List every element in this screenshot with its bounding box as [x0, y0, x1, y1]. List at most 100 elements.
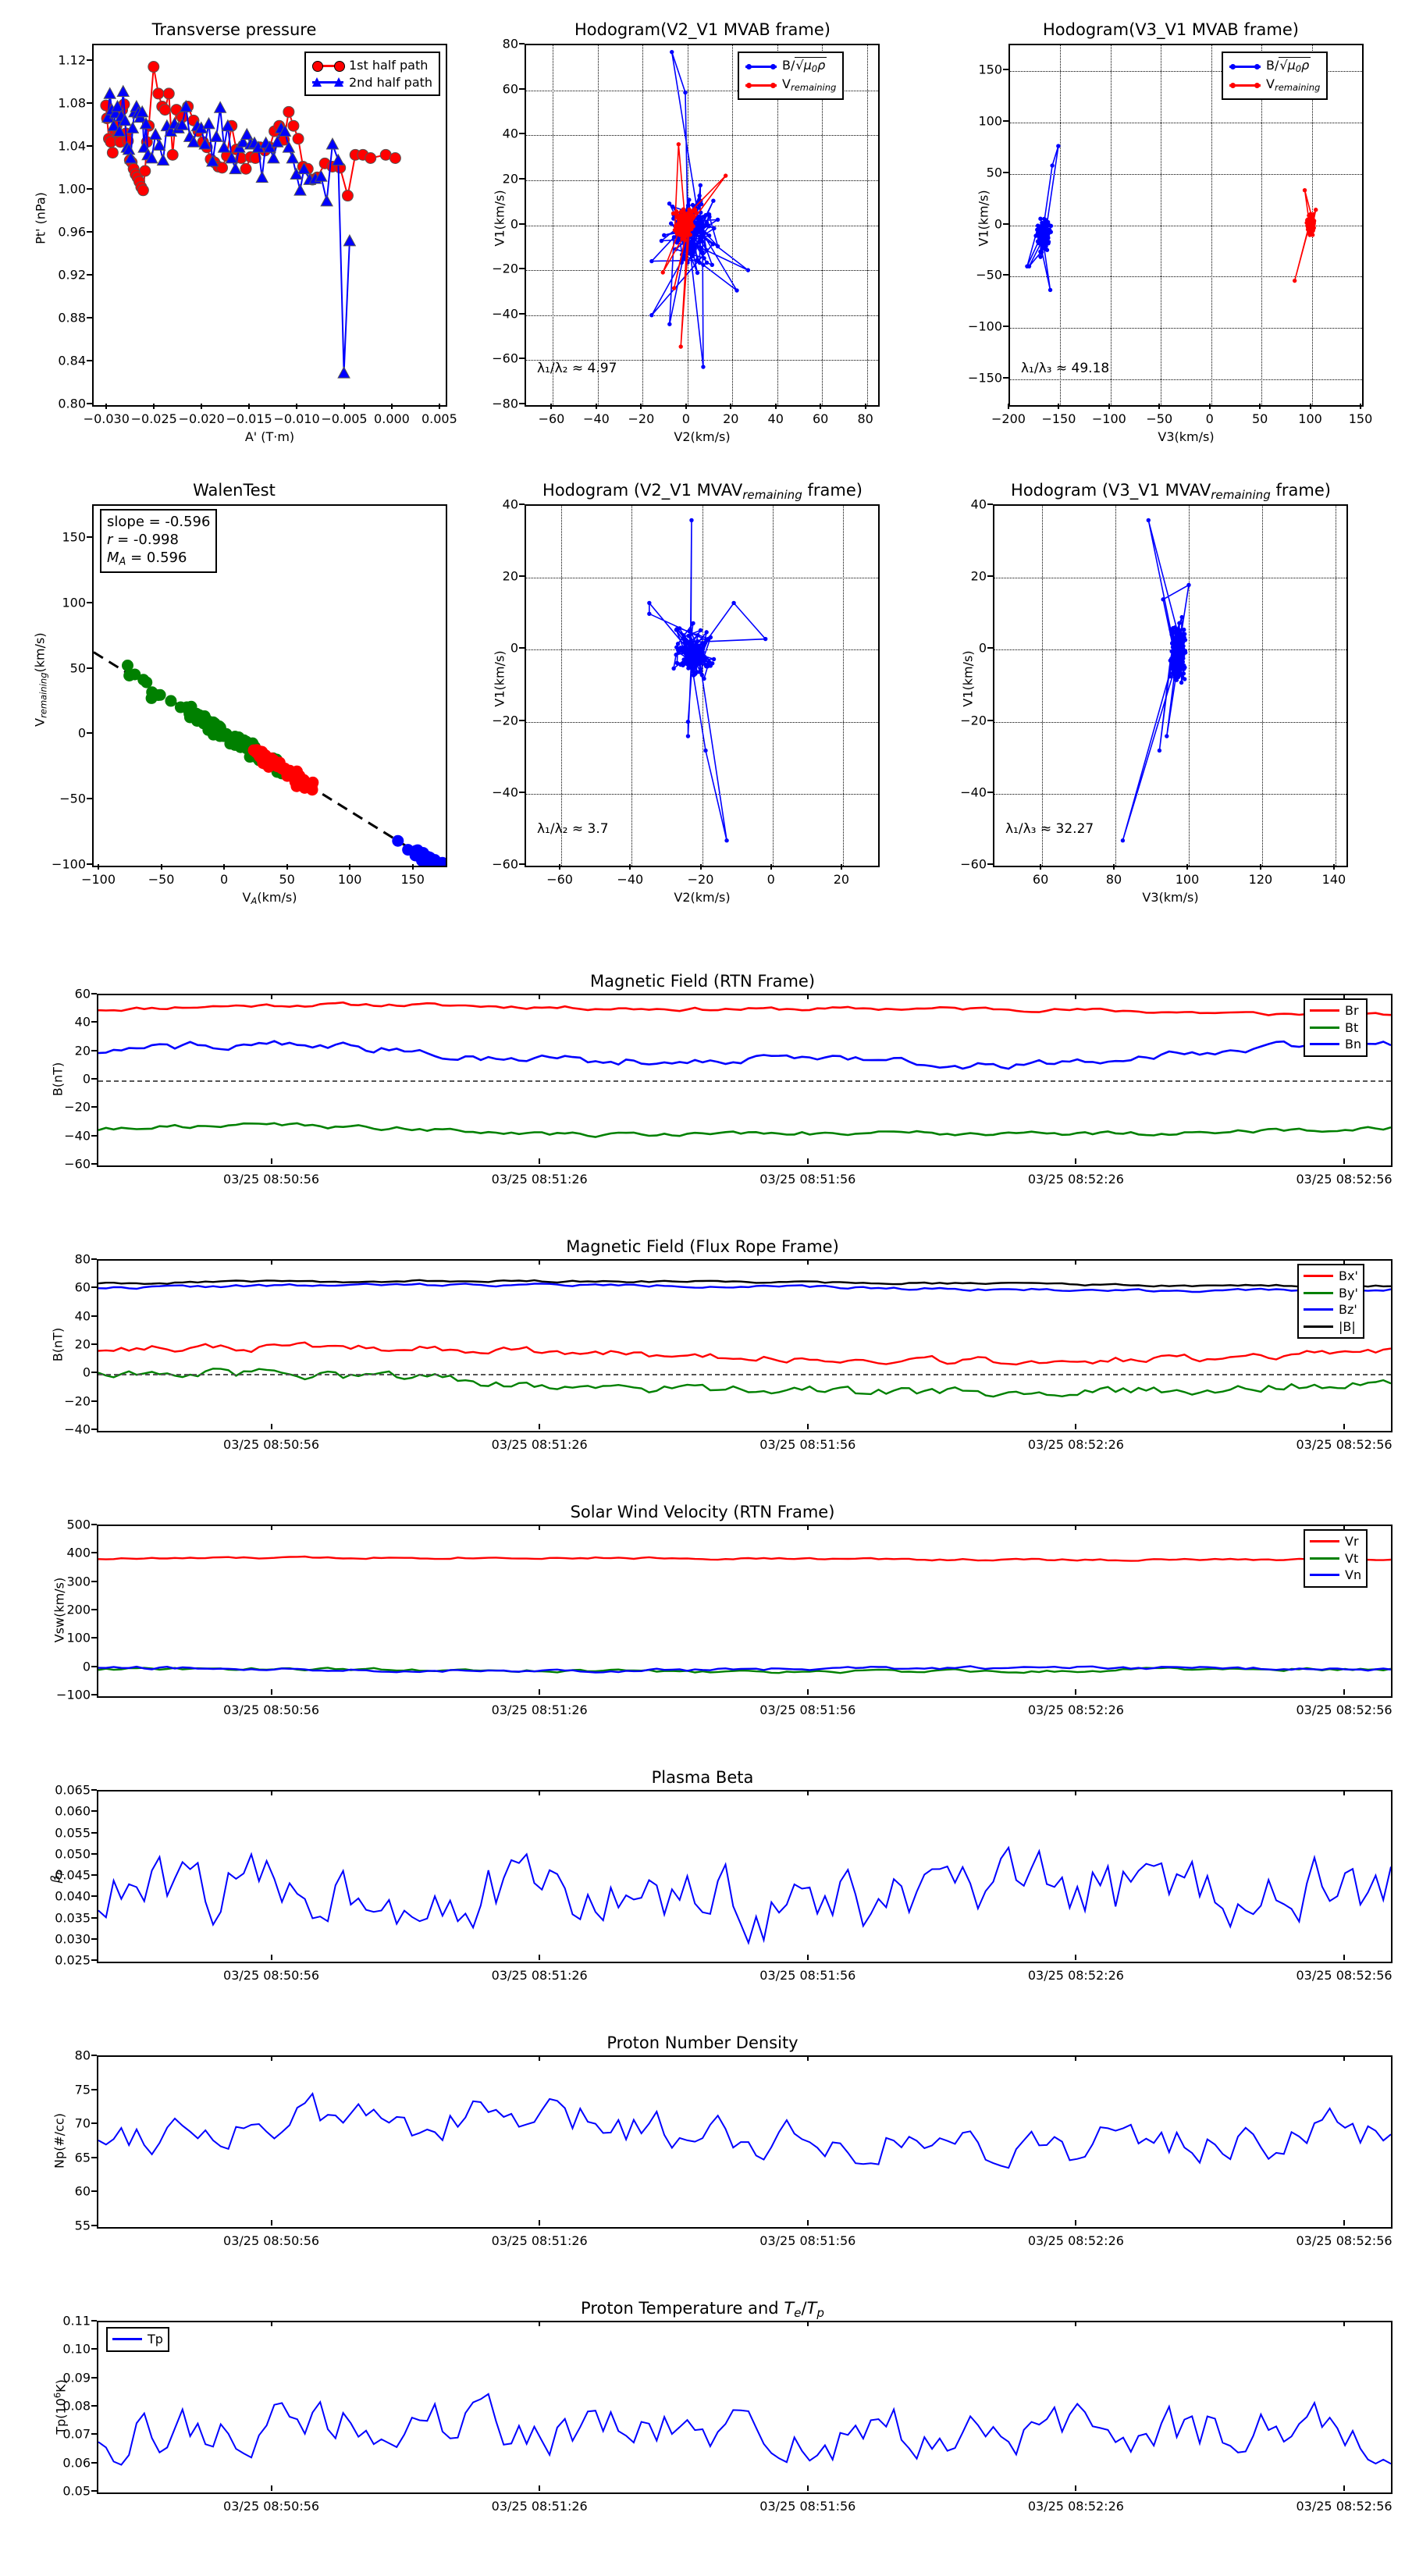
- gridline-horizontal: [1010, 328, 1362, 329]
- time-tick-mark: [270, 1689, 272, 1695]
- legend-item: Vn: [1310, 1567, 1361, 1584]
- x-tick-mark: [1158, 404, 1161, 409]
- y-tick-label: 150: [978, 62, 1002, 77]
- y-tick-mark: [91, 1021, 97, 1023]
- y-tick-label: 40: [502, 496, 518, 512]
- x-tick-mark: [1186, 864, 1188, 870]
- y-tick-label: 55: [74, 2218, 91, 2233]
- y-tick-label: 0.065: [55, 1782, 91, 1798]
- panel-hodogram-v2v1-mvab: Hodogram(V2_V1 MVAB frame) V1(km/s) V2(k…: [468, 8, 937, 445]
- y-tick-mark: [1003, 326, 1008, 328]
- y-tick-label: −40: [64, 1421, 91, 1437]
- y-tick-mark: [519, 403, 525, 404]
- time-tick-label: 03/25 08:51:56: [759, 1172, 856, 1187]
- y-tick-mark: [91, 1959, 97, 1961]
- time-tick-label: 03/25 08:52:26: [1027, 1703, 1124, 1717]
- y-tick-mark: [87, 59, 92, 61]
- time-tick-mark: [270, 1525, 272, 1530]
- time-tick-label: 03/25 08:52:56: [1296, 2233, 1393, 2248]
- legend-marker-dot: [745, 62, 777, 71]
- y-tick-label: 0.06: [62, 2455, 91, 2471]
- legend-item: Vremaining: [745, 76, 836, 94]
- y-tick-mark: [987, 647, 993, 649]
- y-tick-mark: [91, 2190, 97, 2193]
- y-tick-mark: [87, 359, 92, 361]
- y-tick-label: 0.060: [55, 1803, 91, 1819]
- time-tick-mark: [1343, 2485, 1346, 2491]
- y-tick-mark: [91, 1580, 97, 1582]
- y-tick-label: 0: [82, 1659, 91, 1674]
- y-tick-label: 0.92: [58, 267, 86, 283]
- legend-label: Vn: [1345, 1567, 1362, 1583]
- x-tick-label: 0.005: [421, 411, 457, 426]
- x-tick-label: 0: [681, 411, 690, 426]
- y-tick-label: 0: [82, 1071, 91, 1087]
- x-tick-label: −40: [617, 872, 644, 887]
- time-tick-label: 03/25 08:50:56: [223, 2499, 320, 2514]
- panel-title: Transverse pressure: [151, 20, 317, 39]
- y-tick-label: −60: [492, 856, 518, 872]
- y-tick-label: −80: [492, 396, 518, 411]
- x-tick-mark: [550, 404, 553, 409]
- gridline-horizontal: [526, 315, 878, 316]
- y-tick-mark: [519, 222, 525, 225]
- y-tick-label: −20: [492, 713, 518, 728]
- y-tick-label: 100: [62, 595, 86, 610]
- x-tick-label: 150: [1348, 411, 1373, 426]
- time-tick-mark: [1075, 1955, 1077, 1960]
- legend-swatch: [1304, 1308, 1333, 1311]
- x-tick-mark: [349, 864, 351, 870]
- y-tick-mark: [87, 732, 92, 735]
- time-tick-label: 03/25 08:52:26: [1027, 1437, 1124, 1452]
- plot-area: [97, 2321, 1393, 2494]
- legend-item: By': [1304, 1285, 1358, 1302]
- x-tick-label: −0.030: [83, 411, 130, 426]
- time-tick-label: 03/25 08:50:56: [223, 1703, 320, 1717]
- time-tick-mark: [1075, 1158, 1077, 1164]
- y-tick-label: 0.09: [62, 2370, 91, 2386]
- time-tick-label: 03/25 08:51:56: [759, 1437, 856, 1452]
- y-tick-mark: [91, 1852, 97, 1855]
- y-tick-mark: [91, 1315, 97, 1317]
- y-tick-mark: [91, 993, 97, 994]
- gridline-vertical: [1211, 45, 1212, 405]
- legend-label: By': [1339, 1285, 1358, 1300]
- legend-label: Bn: [1345, 1037, 1362, 1052]
- y-tick-label: 1.04: [58, 138, 86, 154]
- y-tick-label: 50: [986, 165, 1002, 180]
- time-tick-mark: [1343, 1689, 1346, 1695]
- y-tick-mark: [91, 1694, 97, 1695]
- x-tick-label: 120: [1248, 872, 1273, 887]
- y-tick-mark: [91, 1343, 97, 1345]
- gridline-vertical: [597, 45, 599, 405]
- legend: Vr Vt Vn: [1304, 1529, 1368, 1588]
- y-tick-mark: [87, 144, 92, 147]
- time-tick-mark: [1075, 2485, 1077, 2491]
- time-tick-label: 03/25 08:50:56: [223, 1172, 320, 1187]
- y-tick-label: 0.045: [55, 1867, 91, 1883]
- x-tick-mark: [730, 404, 732, 409]
- y-tick-label: 100: [66, 1630, 91, 1646]
- x-tick-label: 0: [1205, 411, 1214, 426]
- time-tick-mark: [539, 2321, 541, 2326]
- legend: Br Bt Bn: [1304, 998, 1368, 1057]
- x-tick-label: 50: [1251, 411, 1268, 426]
- x-tick-label: 20: [723, 411, 739, 426]
- x-tick-mark: [774, 404, 777, 409]
- legend-item: |B|: [1304, 1318, 1358, 1336]
- x-tick-label: −50: [148, 872, 175, 887]
- y-tick-label: 0.84: [58, 353, 86, 368]
- time-tick-mark: [806, 1790, 809, 1795]
- time-tick-mark: [1343, 1955, 1346, 1960]
- x-tick-mark: [105, 404, 108, 409]
- plot-area: [97, 1525, 1393, 1698]
- panel-title: Magnetic Field (RTN Frame): [589, 972, 816, 991]
- y-tick-label: 0.05: [62, 2483, 91, 2499]
- y-tick-mark: [91, 1134, 97, 1137]
- time-tick-mark: [270, 2220, 272, 2226]
- time-tick-mark: [539, 1689, 541, 1695]
- y-tick-label: −40: [960, 785, 987, 800]
- time-tick-mark: [1343, 994, 1346, 999]
- time-tick-mark: [806, 1259, 809, 1265]
- time-tick-label: 03/25 08:51:26: [491, 2233, 588, 2248]
